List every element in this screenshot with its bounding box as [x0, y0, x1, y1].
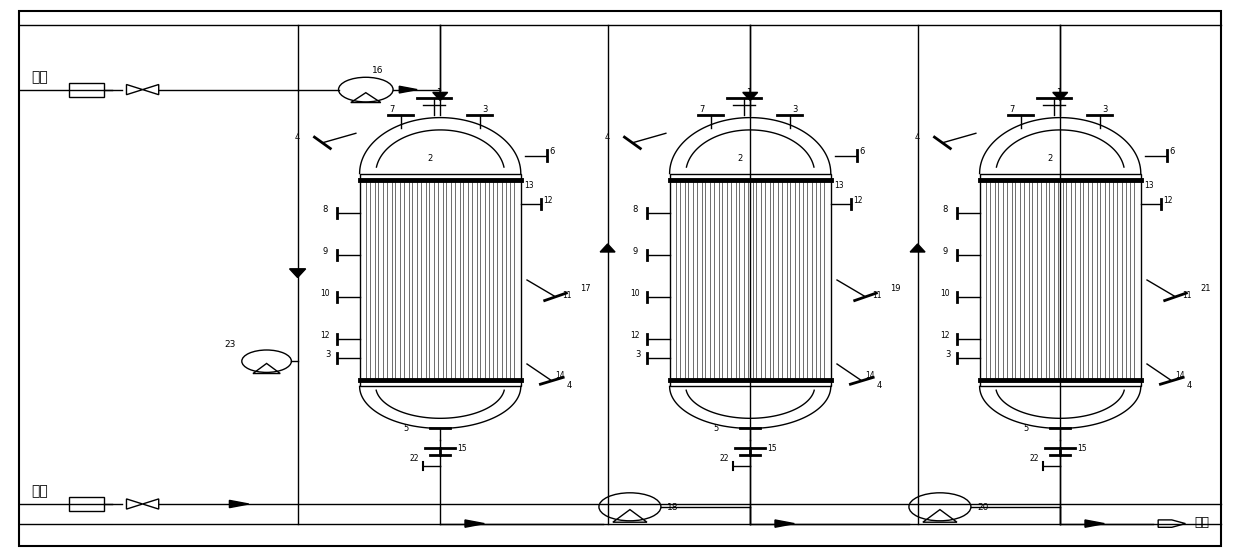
Text: 9: 9 — [942, 247, 947, 256]
Polygon shape — [229, 501, 249, 507]
Text: 15: 15 — [458, 444, 467, 453]
Polygon shape — [433, 92, 448, 100]
Text: 3: 3 — [1102, 105, 1107, 114]
Text: 5: 5 — [1023, 424, 1028, 433]
Text: 4: 4 — [567, 381, 572, 390]
Text: 18: 18 — [667, 503, 678, 512]
Text: 12: 12 — [1163, 197, 1173, 206]
Text: 3: 3 — [945, 351, 950, 360]
Text: 9: 9 — [632, 247, 637, 256]
Text: 12: 12 — [940, 330, 950, 340]
Text: 17: 17 — [580, 284, 591, 293]
Bar — [980, 174, 1141, 386]
Text: 4: 4 — [877, 381, 882, 390]
Text: 3: 3 — [325, 351, 330, 360]
Text: 6: 6 — [549, 147, 554, 156]
Text: 1: 1 — [1056, 88, 1061, 97]
Text: 1: 1 — [436, 88, 441, 97]
Text: 12: 12 — [543, 197, 553, 206]
Text: 10: 10 — [630, 289, 640, 298]
Text: 11: 11 — [872, 291, 882, 300]
Text: 13: 13 — [525, 181, 534, 190]
Text: 5: 5 — [403, 424, 408, 433]
Text: 12: 12 — [630, 330, 640, 340]
Text: 2: 2 — [1048, 155, 1053, 164]
Text: 15: 15 — [768, 444, 777, 453]
Text: 4: 4 — [605, 133, 610, 142]
Text: 11: 11 — [562, 291, 572, 300]
Text: 10: 10 — [940, 289, 950, 298]
Text: 原料: 原料 — [31, 70, 48, 84]
Polygon shape — [1053, 92, 1068, 100]
Text: 14: 14 — [866, 371, 875, 380]
Text: 7: 7 — [389, 105, 394, 114]
Text: 13: 13 — [1145, 181, 1154, 190]
Text: 12: 12 — [853, 197, 863, 206]
Text: 8: 8 — [632, 205, 637, 214]
Polygon shape — [775, 520, 795, 528]
Text: 21: 21 — [1200, 284, 1210, 293]
Text: 12: 12 — [320, 330, 330, 340]
Text: 4: 4 — [915, 133, 920, 142]
Bar — [69, 497, 104, 511]
Text: 19: 19 — [890, 284, 900, 293]
Text: 成品: 成品 — [1194, 516, 1209, 529]
Text: 22: 22 — [719, 455, 729, 464]
Text: 1: 1 — [746, 88, 751, 97]
Polygon shape — [910, 244, 925, 252]
Text: 6: 6 — [859, 147, 864, 156]
Text: 15: 15 — [1078, 444, 1087, 453]
Text: 10: 10 — [320, 289, 330, 298]
Text: 5: 5 — [713, 424, 718, 433]
Text: 20: 20 — [977, 503, 988, 512]
Text: 11: 11 — [1182, 291, 1192, 300]
Text: 8: 8 — [942, 205, 947, 214]
Text: 6: 6 — [1169, 147, 1174, 156]
Polygon shape — [1085, 520, 1105, 528]
Text: 8: 8 — [322, 205, 327, 214]
Text: 7: 7 — [699, 105, 704, 114]
Text: 3: 3 — [792, 105, 797, 114]
Text: 氢气: 氢气 — [31, 484, 48, 498]
Text: 13: 13 — [835, 181, 844, 190]
Bar — [670, 174, 831, 386]
Text: 4: 4 — [1187, 381, 1192, 390]
Polygon shape — [743, 92, 758, 100]
Bar — [360, 174, 521, 386]
Polygon shape — [399, 86, 417, 93]
Text: 22: 22 — [1029, 455, 1039, 464]
Text: 9: 9 — [322, 247, 327, 256]
Text: 3: 3 — [635, 351, 640, 360]
Text: 16: 16 — [372, 66, 383, 75]
Bar — [69, 83, 104, 97]
Text: 2: 2 — [428, 155, 433, 164]
Text: 14: 14 — [1176, 371, 1185, 380]
Text: 7: 7 — [1009, 105, 1014, 114]
Text: 3: 3 — [482, 105, 487, 114]
Text: 14: 14 — [556, 371, 565, 380]
Text: 22: 22 — [409, 455, 419, 464]
Polygon shape — [465, 520, 485, 528]
Text: 2: 2 — [738, 155, 743, 164]
Text: 23: 23 — [224, 340, 236, 349]
Text: 4: 4 — [295, 133, 300, 142]
Polygon shape — [289, 269, 305, 278]
Polygon shape — [600, 244, 615, 252]
